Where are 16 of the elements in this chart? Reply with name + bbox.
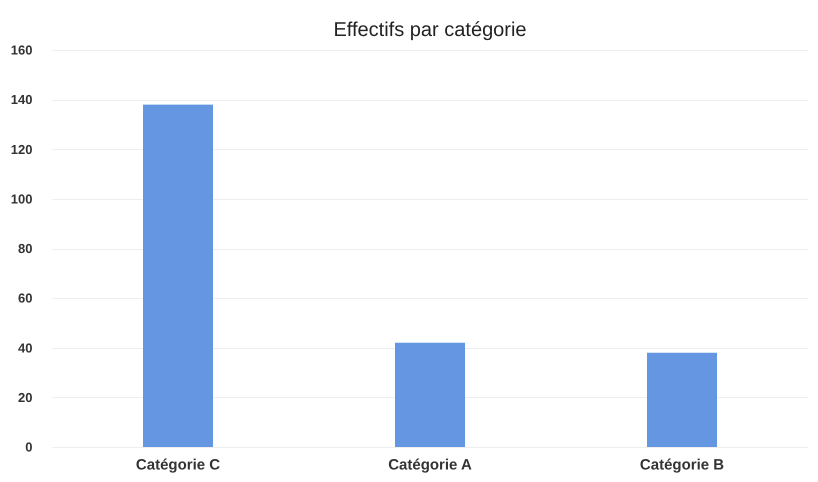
- y-tick-label: 80: [18, 241, 32, 256]
- y-tick-label: 100: [10, 191, 32, 206]
- bar: [647, 352, 717, 447]
- x-tick-label: Catégorie A: [388, 456, 472, 474]
- y-tick-label: 160: [10, 42, 32, 58]
- x-tick-label: Catégorie B: [640, 456, 724, 474]
- x-tick-label: Catégorie C: [136, 456, 220, 474]
- y-tick-label: 60: [18, 290, 32, 306]
- y-tick-label: 0: [25, 440, 32, 454]
- y-tick-label: 120: [10, 142, 32, 157]
- bar: [143, 104, 213, 447]
- y-tick-label: 40: [18, 340, 32, 356]
- chart-title: Effectifs par catégorie: [333, 19, 527, 41]
- y-tick-label: 140: [10, 92, 32, 108]
- y-tick-label: 20: [18, 390, 32, 405]
- bar: [395, 342, 465, 447]
